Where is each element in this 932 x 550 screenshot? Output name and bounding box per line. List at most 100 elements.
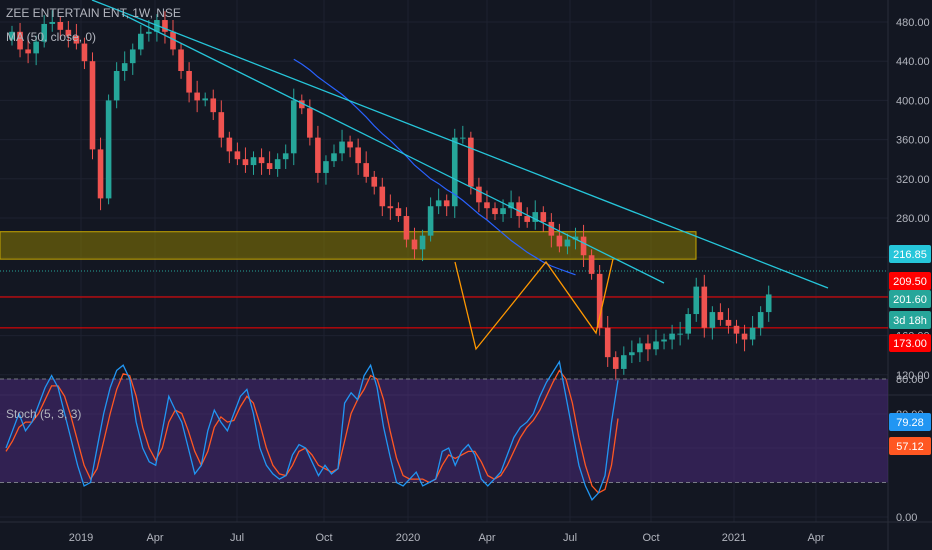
candle-body	[266, 163, 273, 169]
time-tick-label: 2019	[69, 532, 93, 544]
price-tick-label: 480.00	[896, 17, 930, 29]
candle-body	[637, 343, 643, 353]
candle-body	[315, 137, 321, 173]
candle-body	[170, 31, 176, 50]
candle-body	[749, 327, 756, 340]
price-tag-label: 3d 18h	[893, 315, 927, 327]
price-tag-label: 216.85	[893, 249, 927, 261]
candle-body	[363, 163, 369, 177]
candle-body	[113, 71, 120, 101]
candle-body	[129, 49, 136, 64]
candle-body	[146, 31, 152, 34]
ma-title: MA (50, close, 0)	[6, 30, 97, 44]
candle-body	[492, 208, 498, 215]
price-tag-box	[889, 245, 931, 263]
candle-body	[653, 341, 659, 350]
ma-legend: MA (50, close, 0)	[6, 30, 96, 44]
price-tag-box	[889, 272, 931, 290]
candle-body	[395, 208, 402, 217]
candle-body	[242, 159, 249, 166]
trendline-long	[91, 0, 829, 289]
candle-body	[210, 98, 217, 113]
price-tick-label: 440.00	[896, 56, 930, 68]
time-axis: 2019 Apr Jul Oct 2020 Apr Jul Oct 2021 Apr	[69, 532, 825, 544]
stoch-k-line	[5, 360, 619, 501]
candle-body	[290, 100, 297, 154]
candle-body	[661, 339, 667, 342]
price-tag-label: 201.60	[893, 294, 927, 306]
stoch-legend: Stoch (5, 3, 3)	[6, 407, 81, 421]
candle-body	[540, 212, 547, 222]
candle-body	[411, 239, 418, 250]
candle-body	[81, 43, 88, 62]
candle-body	[25, 49, 31, 54]
trendlines	[91, 0, 829, 289]
candle-body	[186, 71, 192, 93]
candle-body	[9, 31, 15, 40]
candle-body	[709, 312, 716, 328]
candle-body	[588, 255, 595, 274]
price-tick-label: 320.00	[896, 174, 930, 186]
candle-body	[564, 239, 571, 247]
pattern-polyline	[454, 258, 614, 351]
stoch-tick-label: 80.00	[896, 374, 924, 386]
candle-body	[282, 153, 289, 160]
candle-body	[73, 35, 80, 44]
candle-body	[427, 206, 434, 236]
stoch-title: Stoch (5, 3, 3)	[6, 407, 82, 421]
price-tick-label: 120.00	[896, 370, 930, 382]
time-tick-label: Jul	[563, 532, 577, 544]
candle-body	[757, 312, 764, 328]
price-tag-box	[889, 311, 931, 329]
price-tick-label: 360.00	[896, 135, 930, 147]
candle-body	[41, 23, 47, 42]
horizontal-levels	[0, 270, 888, 329]
candle-body	[685, 314, 691, 334]
stoch-band	[0, 379, 888, 483]
candlestick-series	[9, 10, 772, 381]
moving-average	[293, 58, 576, 276]
candle-body	[121, 63, 128, 71]
candle-body	[162, 20, 168, 32]
symbol-legend: ZEE ENTERTAIN ENT, 1W, NSE	[6, 6, 181, 20]
candle-body	[733, 325, 740, 334]
symbol-title: ZEE ENTERTAIN ENT, 1W, NSE	[6, 6, 181, 20]
price-tick-label: 400.00	[896, 95, 930, 107]
candle-body	[355, 147, 361, 164]
stoch-d-line	[5, 369, 619, 494]
time-tick-label: Apr	[478, 532, 495, 544]
candle-body	[701, 286, 708, 328]
trendline-short	[121, 13, 665, 284]
time-tick-label: Jul	[230, 532, 244, 544]
candle-body	[387, 206, 394, 209]
support-zone-rect	[0, 231, 697, 260]
candle-body	[258, 157, 265, 164]
candle-body	[484, 202, 490, 209]
pattern-lines	[454, 258, 614, 351]
candle-body	[379, 186, 386, 207]
price-tag-label: 173.00	[893, 338, 927, 350]
time-tick-label: Apr	[807, 532, 824, 544]
candle-body	[645, 343, 651, 350]
candle-body	[516, 202, 522, 217]
candle-body	[508, 202, 514, 209]
stoch-tag-box	[889, 437, 931, 455]
candle-body	[323, 161, 329, 173]
candle-body	[218, 112, 225, 138]
candle-body	[612, 357, 619, 369]
time-tick-label: 2021	[722, 532, 746, 544]
candle-body	[451, 137, 458, 207]
candle-body	[33, 41, 39, 54]
candle-body	[307, 108, 313, 138]
candle-body	[226, 137, 233, 152]
support-zone	[0, 231, 697, 260]
candle-body	[596, 273, 603, 328]
candle-body	[500, 208, 506, 215]
stoch-tick-label: 0.00	[896, 512, 917, 524]
candle-body	[621, 355, 627, 369]
candle-body	[443, 200, 450, 207]
candle-body	[57, 22, 64, 30]
candle-body	[669, 333, 675, 340]
candle-body	[717, 312, 724, 320]
